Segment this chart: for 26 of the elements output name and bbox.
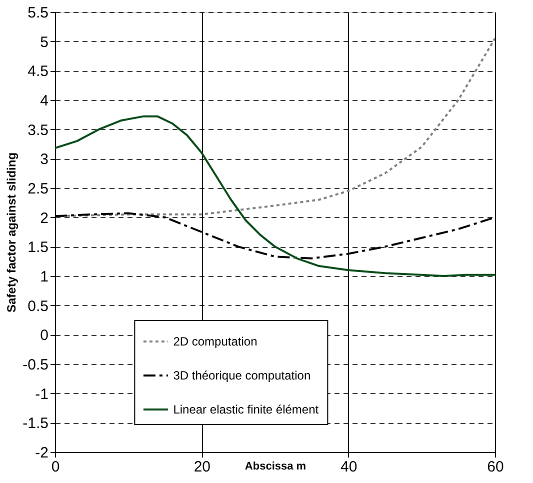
x-tick-label: 20: [194, 458, 211, 476]
legend-label: 2D computation: [173, 334, 258, 348]
y-tick-label: 0.5: [28, 298, 48, 315]
y-tick-label: 4: [40, 92, 48, 110]
y-tick-label: 5: [40, 34, 48, 51]
y-tick-label: -1: [35, 386, 48, 403]
y-tick-label: 2: [40, 210, 48, 227]
y-tick-label: -1.5: [22, 415, 48, 432]
y-tick-label: -0.5: [22, 356, 48, 374]
legend-label: Linear elastic finite élément: [173, 402, 320, 416]
y-tick-label: 1.5: [28, 239, 48, 256]
y-tick-label: 4.5: [28, 63, 48, 80]
y-tick-label: -2: [35, 444, 48, 462]
y-tick-label: 0: [40, 327, 48, 344]
line-series: [55, 115, 495, 277]
y-tick-label: 5.5: [28, 4, 48, 22]
y-tick-label: 2.5: [28, 180, 48, 198]
x-tick-label: 60: [487, 458, 504, 476]
y-tick-label: 1: [40, 268, 48, 286]
y-axis-title: Safety factor against sliding: [4, 152, 19, 313]
x-tick-label: 40: [340, 458, 358, 476]
x-axis-title: Abscissa m: [244, 460, 306, 472]
legend-label: 3D théorique computation: [173, 368, 311, 382]
x-tick-label: 0: [51, 458, 60, 476]
y-tick-label: 3.5: [28, 122, 48, 139]
y-tick-label: 3: [40, 151, 48, 168]
